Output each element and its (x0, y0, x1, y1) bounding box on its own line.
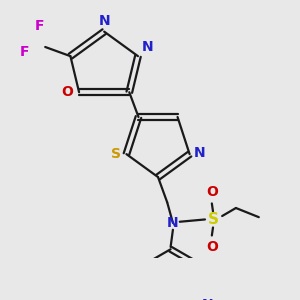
Text: F: F (35, 19, 44, 33)
Text: F: F (20, 45, 29, 58)
Text: S: S (208, 212, 218, 227)
Text: N: N (167, 216, 179, 230)
Text: N: N (141, 40, 153, 54)
Text: O: O (206, 185, 218, 199)
Text: O: O (61, 85, 74, 99)
Text: N: N (202, 298, 214, 300)
Text: N: N (194, 146, 206, 160)
Text: N: N (98, 14, 110, 28)
Text: O: O (206, 240, 218, 254)
Text: S: S (111, 147, 121, 161)
